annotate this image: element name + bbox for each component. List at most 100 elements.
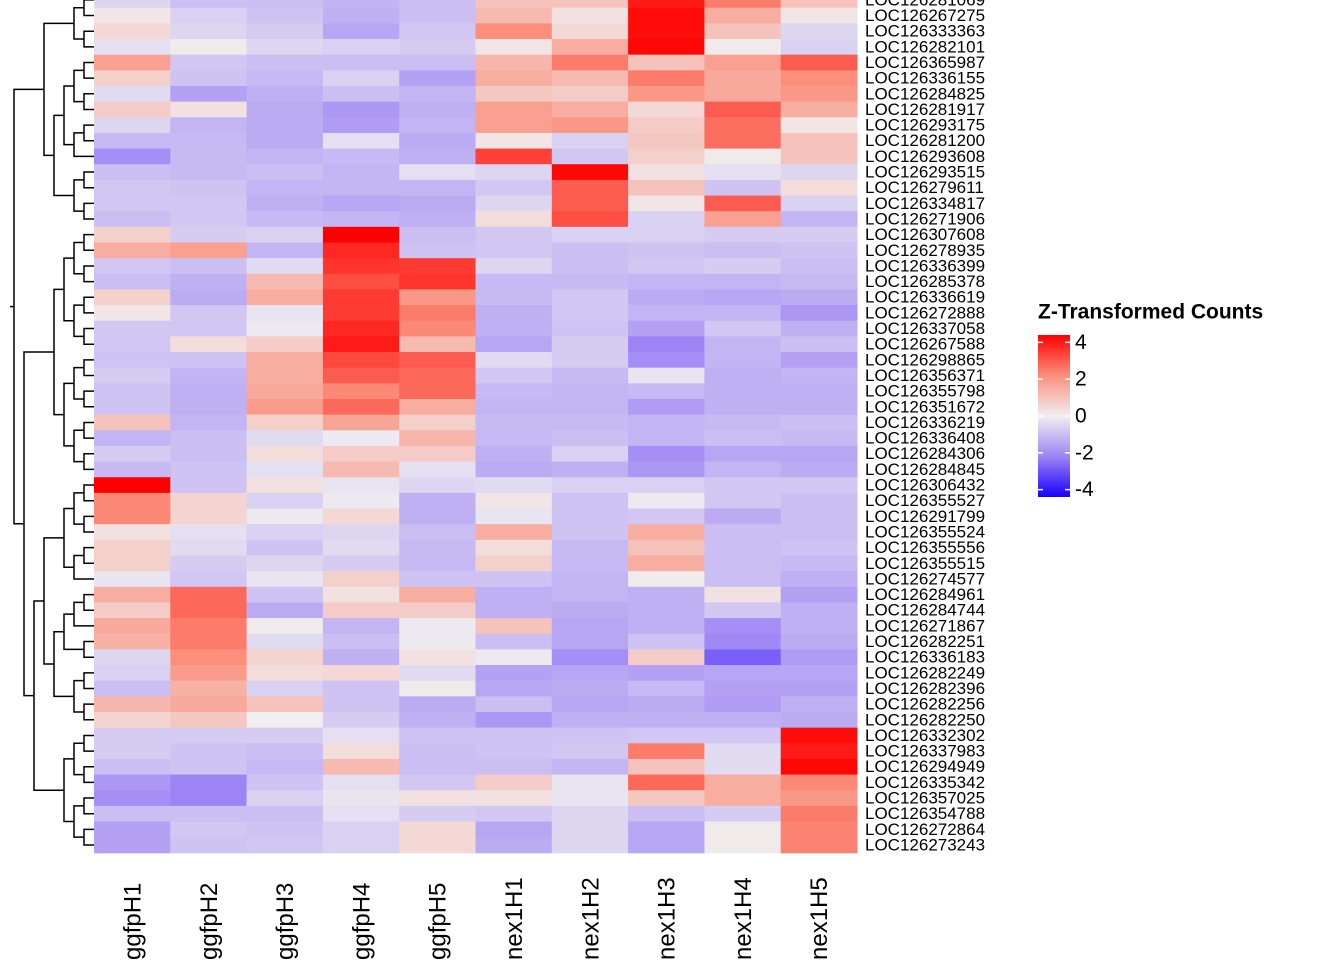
heatmap-cell [628, 492, 705, 510]
dendrogram-branch [73, 366, 84, 400]
heatmap-cell [551, 743, 629, 760]
heatmap-cell [399, 352, 476, 369]
heatmap-cell [94, 148, 171, 165]
heatmap-cell [551, 837, 629, 854]
heatmap-cell [322, 242, 400, 259]
heatmap-cell [94, 289, 171, 306]
heatmap-cell [322, 132, 400, 150]
heatmap-cell [780, 258, 858, 275]
heatmap-cell [704, 226, 782, 243]
heatmap-cell [170, 54, 248, 71]
heatmap-cell [170, 461, 248, 478]
heatmap-cell [94, 555, 171, 572]
heatmap-cell [94, 837, 171, 854]
heatmap-cell [628, 289, 705, 306]
row-label: LOC126285378 [865, 272, 985, 291]
dendrogram-branch [73, 492, 84, 525]
heatmap-cell [170, 430, 248, 447]
heatmap-cell [475, 555, 553, 572]
heatmap-cell [399, 117, 476, 134]
heatmap-cell [322, 101, 400, 118]
heatmap-cell [551, 774, 629, 791]
heatmap-cell [246, 132, 324, 150]
heatmap-cell [475, 273, 553, 290]
heatmap-cell [246, 539, 324, 556]
heatmap-cell [322, 54, 400, 71]
heatmap-cell [704, 352, 782, 369]
heatmap-cell [399, 837, 476, 854]
heatmap-cell [170, 305, 248, 322]
heatmap-cell [94, 164, 171, 181]
heatmap-cell [170, 164, 248, 181]
heatmap-cell [551, 477, 629, 494]
heatmap-cell [704, 665, 782, 682]
heatmap-cell [399, 586, 476, 603]
heatmap-cell [628, 539, 705, 556]
heatmap-cell [170, 117, 248, 134]
heatmap-cell [628, 758, 705, 776]
heatmap-cell [399, 101, 476, 118]
heatmap-cell [551, 305, 629, 322]
heatmap-cell [475, 305, 553, 322]
heatmap-cell [170, 320, 248, 337]
heatmap-cell [94, 711, 171, 729]
heatmap-cell [170, 586, 248, 603]
heatmap-cell [94, 39, 171, 56]
heatmap-cell [94, 727, 171, 744]
heatmap-cell [475, 821, 553, 838]
heatmap-cell [94, 477, 171, 494]
heatmap-cell [94, 743, 171, 760]
dendrogram-branch [13, 88, 44, 525]
heatmap-cell [399, 649, 476, 666]
heatmap-cell [628, 39, 705, 56]
heatmap-cell [170, 383, 248, 400]
heatmap-cell [94, 492, 171, 510]
heatmap-cell [475, 477, 553, 494]
heatmap-cell [551, 85, 629, 103]
column-label: nex1H3 [654, 877, 681, 960]
heatmap-cell [704, 711, 782, 729]
row-label: LOC126355515 [865, 554, 985, 573]
heatmap-cell [628, 711, 705, 729]
heatmap-cell [246, 179, 324, 197]
column-label: ggfpH2 [196, 883, 223, 960]
heatmap-cell [246, 774, 324, 791]
heatmap-cell [551, 242, 629, 259]
heatmap-cell [94, 508, 171, 525]
heatmap-cell [780, 665, 858, 682]
heatmap-cell [246, 821, 324, 838]
heatmap-cell [246, 336, 324, 353]
heatmap-cell [551, 352, 629, 369]
dendrogram-branch [73, 179, 84, 212]
heatmap-cell [322, 289, 400, 306]
heatmap-cell [322, 477, 400, 494]
heatmap-cell [399, 524, 476, 541]
heatmap-cell [246, 367, 324, 384]
heatmap-cell [399, 492, 476, 510]
heatmap-cell [94, 571, 171, 588]
heatmap-cell [704, 727, 782, 744]
heatmap-cell [551, 226, 629, 243]
heatmap-cell [628, 195, 705, 212]
heatmap-cell [94, 586, 171, 603]
heatmap-cell [94, 7, 171, 24]
heatmap-cell [170, 242, 248, 259]
heatmap-cell [475, 85, 553, 103]
heatmap-cell [628, 524, 705, 541]
heatmap-cell [94, 336, 171, 353]
heatmap-cell [780, 758, 858, 776]
heatmap-cell [246, 352, 324, 369]
heatmap-cell [780, 336, 858, 353]
heatmap-cell [704, 39, 782, 56]
heatmap-cell [399, 711, 476, 729]
heatmap-cell [475, 54, 553, 71]
heatmap-cell [780, 430, 858, 447]
heatmap-cell [628, 164, 705, 181]
row-label: LOC126365987 [865, 53, 985, 72]
heatmap-cell [170, 696, 248, 713]
heatmap-cell [246, 837, 324, 854]
heatmap-cell [780, 477, 858, 494]
heatmap-cell [475, 367, 553, 384]
heatmap-cell [780, 148, 858, 165]
heatmap-cell [780, 539, 858, 556]
